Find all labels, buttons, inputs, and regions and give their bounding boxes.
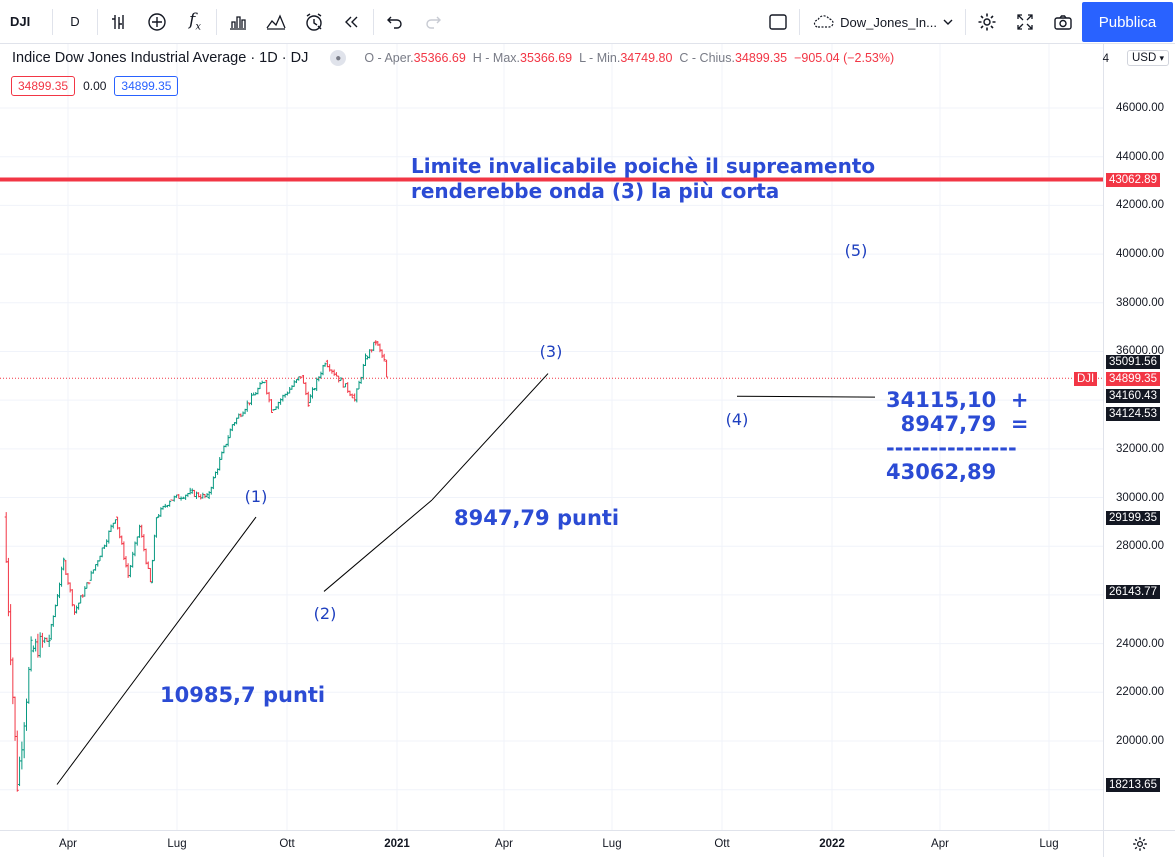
time-tick: 2021: [384, 838, 410, 850]
price-tick: 44000.00: [1116, 150, 1164, 163]
price-axis-label: 43062.89: [1106, 173, 1160, 187]
toolbar-divider: [799, 9, 801, 35]
series-legend: Indice Dow Jones Industrial Average · 1D…: [12, 50, 894, 66]
price-tick: 30000.00: [1116, 491, 1164, 504]
ask-badge[interactable]: 34899.35: [114, 76, 179, 96]
toolbar-right-group: Dow_Jones_In... Pubblica: [759, 0, 1175, 44]
wave-4-label[interactable]: (4): [725, 410, 749, 429]
compare-add-icon[interactable]: [138, 0, 176, 44]
bid-ask-row: 34899.35 0.00 34899.35: [11, 76, 179, 96]
toolbar-divider: [52, 8, 53, 35]
change-value: −905.04 (−2.53%): [794, 51, 895, 65]
visibility-toggle-icon[interactable]: ●: [330, 50, 347, 66]
chart-settings-gear-icon[interactable]: [1103, 830, 1175, 857]
close-label: C - Chius.: [679, 51, 735, 65]
interval-button[interactable]: D: [70, 14, 80, 29]
toolbar-divider: [216, 8, 217, 35]
price-axis-label: 18213.65: [1106, 778, 1160, 792]
toolbar-divider: [965, 9, 966, 35]
undo-icon[interactable]: [376, 0, 414, 44]
fullscreen-layout-icon[interactable]: [759, 0, 797, 44]
price-tick: 20000.00: [1116, 735, 1164, 747]
alert-chart-icon[interactable]: [257, 0, 295, 44]
replay-icon[interactable]: [333, 0, 371, 44]
price-tick: 40000.00: [1116, 248, 1164, 261]
cloud-icon: [814, 15, 834, 28]
price-tick: 28000.00: [1116, 540, 1164, 553]
top-toolbar: DJI D fx Dow_Jones_In...: [0, 0, 1175, 44]
low-label: L - Min.: [579, 51, 621, 65]
price-tick: 36000.00: [1116, 345, 1164, 358]
time-tick: Apr: [931, 838, 949, 850]
price-tick: 38000.00: [1116, 296, 1164, 309]
layout-selector[interactable]: Dow_Jones_In...: [802, 0, 963, 44]
indicators-icon[interactable]: fx: [189, 10, 201, 33]
time-tick: Lug: [602, 838, 622, 850]
ohlc-values: O - Aper.35366.69 H - Max.35366.69 L - M…: [364, 51, 894, 65]
price-axis-label: 29199.35: [1106, 511, 1160, 525]
price-tick-partial: 4: [1102, 53, 1109, 65]
price-axis-label: 34160.43: [1106, 389, 1160, 403]
time-tick: Lug: [167, 838, 187, 850]
low-value: 34749.80: [620, 51, 673, 65]
templates-icon[interactable]: [219, 0, 257, 44]
toolbar-divider: [97, 8, 98, 35]
wave-1-trendline: [56, 516, 257, 785]
close-value: 34899.35: [734, 51, 788, 65]
time-tick: Ott: [279, 838, 295, 850]
price-tick: 42000.00: [1116, 199, 1164, 212]
toolbar-divider: [373, 8, 374, 35]
high-value: 35366.69: [520, 51, 573, 65]
chevron-down-icon: [943, 19, 953, 25]
time-tick: Ott: [714, 838, 730, 850]
price-tick: 22000.00: [1116, 686, 1164, 699]
time-tick: Apr: [59, 838, 77, 850]
layout-name: Dow_Jones_In...: [840, 14, 937, 30]
time-tick: Lug: [1039, 838, 1059, 850]
currency-selector[interactable]: USD ▾: [1126, 50, 1169, 66]
gear-icon[interactable]: [968, 0, 1006, 44]
fullscreen-icon[interactable]: [1006, 0, 1044, 44]
price-axis[interactable]: 46000.00 44000.00 42000.00 40000.00 38000.00…: [1074, 44, 1175, 830]
time-tick: 2022: [819, 838, 845, 850]
wave-4-line: [736, 395, 876, 398]
price-axis-label: 35091.56: [1106, 355, 1160, 369]
bid-badge[interactable]: 34899.35: [11, 76, 76, 96]
time-axis[interactable]: Apr Lug Ott 2021 Apr Lug Ott 2022 Apr Lug: [0, 830, 1103, 857]
redo-icon[interactable]: [414, 0, 452, 44]
publish-button[interactable]: Pubblica: [1082, 2, 1173, 42]
wave-3-trendline-a: [323, 499, 433, 592]
target-calculation[interactable]: 34115,10 + 8947,79 = --------------- 430…: [886, 388, 1029, 484]
camera-icon[interactable]: [1044, 0, 1082, 44]
price-axis-label: 34899.35: [1106, 372, 1160, 386]
wave-3-trendline-b: [431, 373, 549, 501]
chart-pane[interactable]: [0, 44, 1103, 830]
open-label: O - Aper.: [364, 51, 414, 65]
wave-1-label[interactable]: (1): [244, 487, 268, 506]
series-title: Indice Dow Jones Industrial Average · 1D…: [12, 50, 309, 66]
price-tick: 24000.00: [1116, 637, 1164, 650]
limit-annotation[interactable]: Limite invalicabile poichè il supreament…: [411, 154, 876, 203]
spread-value: 0.00: [83, 79, 107, 93]
wave-3-label[interactable]: (3): [539, 342, 563, 361]
high-label: H - Max.: [472, 51, 520, 65]
symbol-price-tag: DJI: [1074, 372, 1098, 386]
currency-label: USD: [1131, 52, 1157, 64]
alarm-clock-icon[interactable]: [295, 0, 333, 44]
wave-5-label[interactable]: (5): [844, 241, 868, 260]
wave-1-points-label[interactable]: 10985,7 punti: [160, 683, 326, 707]
time-tick: Apr: [495, 838, 513, 850]
price-axis-label: 34124.53: [1106, 407, 1160, 421]
price-tick: 32000.00: [1116, 442, 1164, 455]
wave-2-label[interactable]: (2): [313, 604, 337, 623]
wave-3-points-label[interactable]: 8947,79 punti: [454, 506, 620, 530]
price-tick: 46000.00: [1116, 102, 1164, 114]
price-chart[interactable]: [0, 44, 1103, 830]
open-value: 35366.69: [413, 51, 466, 65]
bar-style-icon[interactable]: [100, 0, 138, 44]
symbol-search-button[interactable]: DJI: [10, 14, 31, 29]
price-axis-label: 26143.77: [1106, 585, 1160, 599]
chevron-down-icon: ▾: [1159, 53, 1164, 63]
